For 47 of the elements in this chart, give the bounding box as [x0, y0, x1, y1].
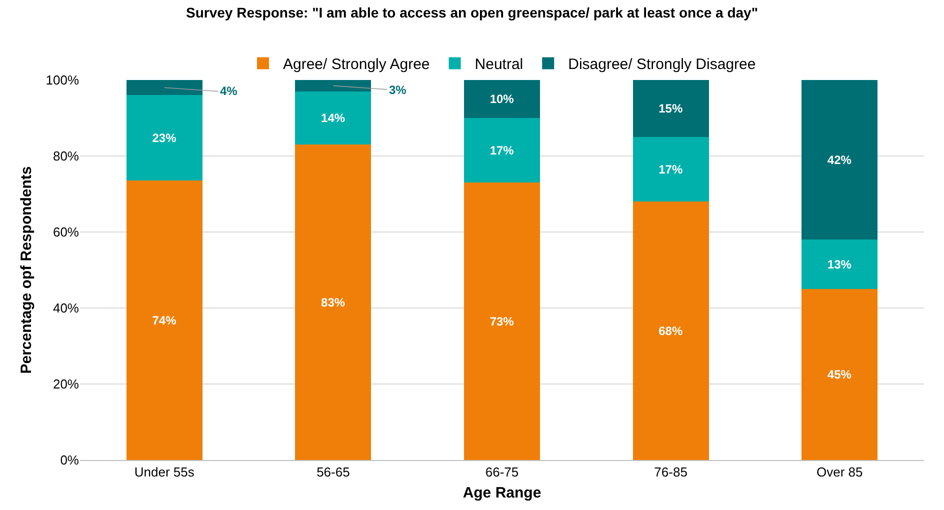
x-axis-title: Age Range	[462, 484, 542, 502]
bar	[464, 182, 540, 460]
bar	[464, 118, 540, 183]
y-tick-label: 20%	[52, 376, 80, 392]
data-label: 4%	[220, 84, 238, 98]
data-label: 13%	[827, 257, 852, 272]
bar	[802, 289, 878, 460]
x-tick-label: Under 55s	[134, 464, 195, 480]
bar	[295, 144, 372, 460]
bar	[632, 80, 709, 137]
bar	[632, 137, 709, 202]
bar	[126, 80, 202, 96]
legend-label: Agree/ Strongly Agree	[283, 56, 430, 74]
data-label: 14%	[321, 111, 346, 125]
y-tick-label: 100%	[46, 72, 80, 88]
bar	[295, 80, 372, 92]
data-label: 83%	[321, 295, 346, 310]
data-label: 15%	[658, 102, 683, 116]
data-label: 3%	[389, 83, 407, 97]
x-tick-label: Over 85	[816, 464, 863, 480]
data-label: 45%	[827, 368, 852, 382]
data-label: 73%	[490, 314, 514, 328]
data-label: 23%	[152, 130, 177, 145]
y-tick-label: 0%	[60, 452, 80, 468]
data-label: 10%	[490, 92, 514, 106]
chart-title: Survey Response: "I am able to access an open greenspace/ park at least once a day"	[186, 4, 758, 20]
data-label: 17%	[658, 162, 683, 176]
bar	[632, 202, 709, 460]
legend-label: Neutral	[474, 56, 524, 74]
bar	[126, 180, 202, 460]
bar	[126, 95, 202, 181]
data-label: 42%	[827, 152, 852, 167]
y-tick-label: 60%	[52, 224, 80, 240]
bar	[464, 80, 540, 118]
bar	[802, 80, 878, 240]
legend-label: Disagree/ Strongly Disagree	[568, 56, 756, 74]
x-tick-label: 66-75	[485, 464, 519, 480]
y-tick-label: 40%	[52, 300, 80, 316]
bar	[295, 91, 372, 145]
y-tick-label: 80%	[52, 148, 80, 164]
y-axis-title: Percentage opf Respondents	[18, 166, 35, 374]
data-label: 68%	[658, 324, 683, 338]
x-tick-label: 76-85	[654, 464, 688, 480]
data-label: 74%	[152, 313, 177, 328]
x-tick-label: 56-65	[316, 464, 350, 480]
data-label: 17%	[490, 143, 514, 158]
bar	[802, 240, 878, 289]
